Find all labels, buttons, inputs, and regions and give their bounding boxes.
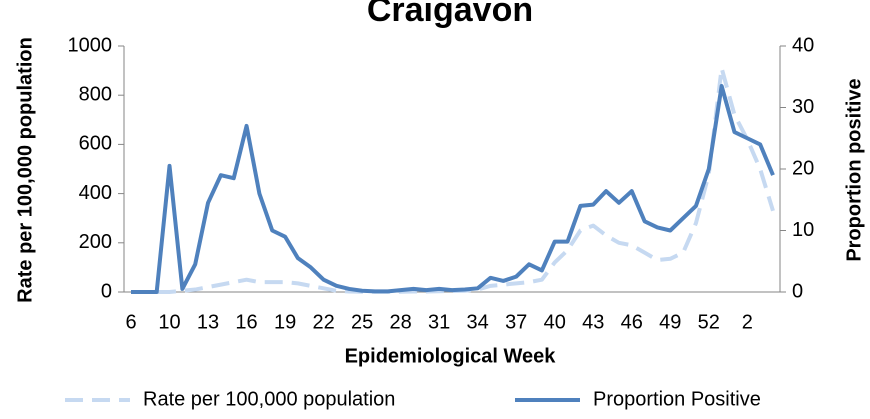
y-axis-label: Rate per 100,000 population bbox=[14, 37, 36, 303]
legend-label: Proportion Positive bbox=[593, 388, 761, 410]
x-tick-label: 22 bbox=[312, 311, 334, 333]
x-tick-label: 46 bbox=[621, 311, 643, 333]
y-tick-label: 800 bbox=[79, 83, 112, 105]
y2-tick-label: 10 bbox=[792, 219, 814, 241]
x-tick-label: 10 bbox=[158, 311, 180, 333]
y2-tick-label: 0 bbox=[792, 280, 803, 302]
x-tick-label: 34 bbox=[467, 311, 489, 333]
y-tick-label: 200 bbox=[79, 231, 112, 253]
y-tick-label: 400 bbox=[79, 182, 112, 204]
x-tick-label: 49 bbox=[659, 311, 681, 333]
x-tick-label: 37 bbox=[505, 311, 527, 333]
x-tick-label: 31 bbox=[428, 311, 450, 333]
series-line bbox=[131, 83, 775, 294]
y-tick-label: 600 bbox=[79, 133, 112, 155]
y2-tick-label: 20 bbox=[792, 157, 814, 179]
y2-tick-label: 40 bbox=[792, 34, 814, 56]
x-tick-label: 6 bbox=[125, 311, 136, 333]
x-tick-label: 25 bbox=[351, 311, 373, 333]
y2-axis-label: Proportion positive bbox=[843, 78, 865, 261]
y2-tick-label: 30 bbox=[792, 96, 814, 118]
y-tick-label: 1000 bbox=[68, 34, 113, 56]
x-tick-label: 2 bbox=[742, 311, 753, 333]
x-tick-label: 13 bbox=[197, 311, 219, 333]
y-tick-label: 0 bbox=[101, 280, 112, 302]
legend-label: Rate per 100,000 population bbox=[143, 388, 395, 410]
x-tick-label: 19 bbox=[274, 311, 296, 333]
x-tick-label: 16 bbox=[235, 311, 257, 333]
chart-title: Craigavon bbox=[367, 0, 533, 29]
x-axis-label: Epidemiological Week bbox=[345, 345, 557, 367]
x-tick-label: 28 bbox=[390, 311, 412, 333]
series-line bbox=[131, 66, 775, 294]
x-tick-label: 40 bbox=[544, 311, 566, 333]
x-tick-label: 52 bbox=[698, 311, 720, 333]
x-tick-label: 43 bbox=[582, 311, 604, 333]
